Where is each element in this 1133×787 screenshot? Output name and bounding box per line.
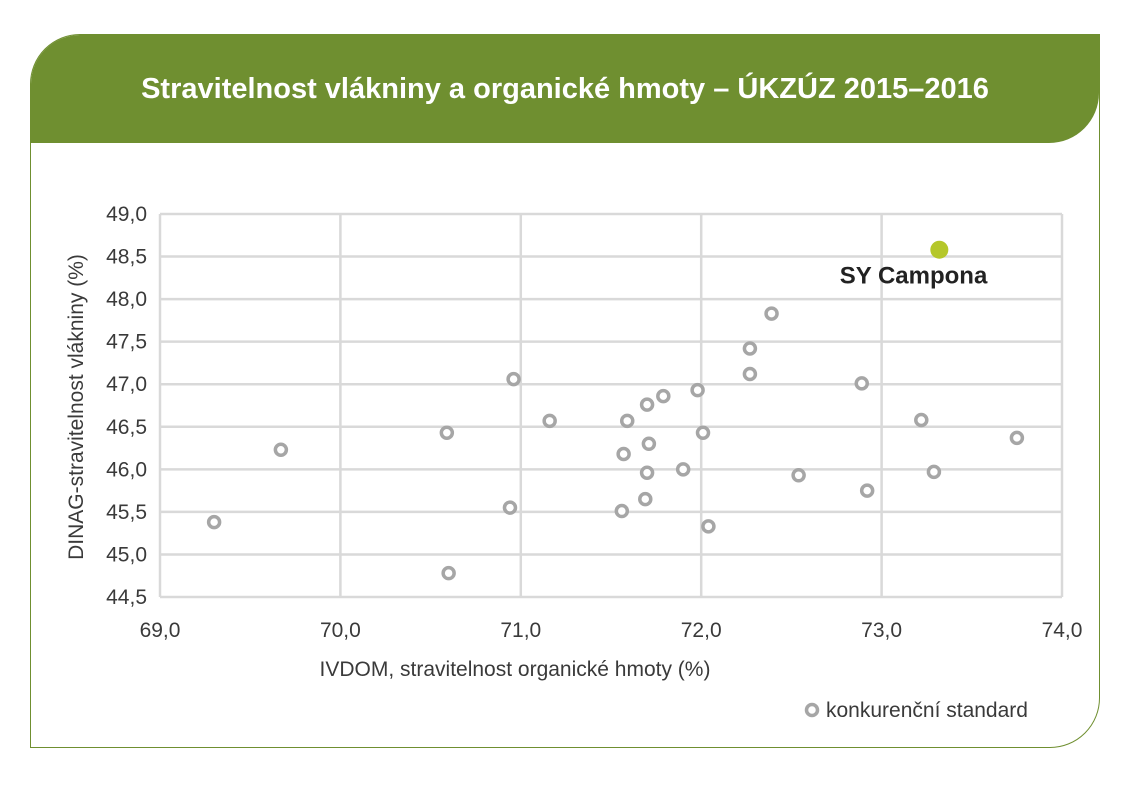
competitor-point (439, 425, 455, 440)
legend-label: konkurenční standard (826, 699, 1028, 722)
legend-marker (804, 702, 820, 718)
competitor-point (859, 483, 875, 498)
y-tick-label: 44,5 (106, 586, 147, 609)
chart-title: Stravitelnost vlákniny a organické hmoty… (141, 72, 989, 105)
competitor-point (695, 425, 711, 440)
y-axis-label: DINAG-stravitelnost vlákniny (%) (65, 254, 88, 560)
competitor-point (1009, 430, 1025, 446)
competitor-point (742, 341, 758, 356)
x-tick-label: 71,0 (500, 619, 541, 642)
competitor-point (441, 565, 456, 581)
y-tick-label: 46,0 (106, 458, 147, 481)
y-tick-label: 47,5 (106, 331, 147, 354)
highlight-point (930, 240, 949, 259)
y-tick-label: 48,0 (106, 288, 147, 311)
competitor-point (656, 388, 671, 404)
competitor-point (206, 514, 222, 530)
chart-card: Stravitelnost vlákniny a organické hmoty… (30, 34, 1100, 748)
competitor-point (616, 446, 631, 462)
data-points: SY Campona (206, 240, 1025, 581)
competitor-point (701, 519, 716, 534)
competitor-point (639, 397, 655, 412)
y-tick-label: 46,5 (106, 416, 147, 439)
legend: konkurenční standard (804, 699, 1028, 722)
x-tick-label: 73,0 (861, 619, 902, 642)
y-tick-label: 45,5 (106, 501, 147, 524)
x-axis-label: IVDOM, stravitelnost organické hmoty (%) (320, 658, 711, 681)
chart-header: Stravitelnost vlákniny a organické hmoty… (31, 35, 1099, 143)
competitor-point (764, 306, 779, 321)
competitor-point (638, 491, 653, 507)
x-tick-label: 72,0 (681, 619, 722, 642)
competitor-point (502, 500, 518, 515)
x-tick-label: 69,0 (140, 619, 181, 642)
competitor-point (690, 382, 705, 398)
competitor-point (619, 413, 635, 429)
x-tick-label: 74,0 (1042, 619, 1083, 642)
x-axis-ticks: 69,0 70,0 71,0 72,0 73,0 74,0 (140, 619, 1083, 642)
y-tick-label: 48,5 (106, 246, 147, 269)
competitor-point (506, 371, 521, 387)
competitor-point (273, 442, 289, 458)
competitor-point (791, 468, 806, 483)
competitor-point (914, 412, 929, 428)
y-tick-label: 47,0 (106, 373, 147, 396)
competitor-point (614, 503, 630, 519)
competitor-point (641, 436, 657, 452)
competitor-point (854, 376, 870, 391)
competitor-point (926, 464, 942, 480)
competitor-point (639, 465, 655, 480)
y-tick-label: 45,0 (106, 543, 147, 566)
highlight-point-label: SY Campona (840, 263, 988, 290)
competitor-point (742, 366, 758, 382)
x-tick-label: 70,0 (320, 619, 361, 642)
competitor-point (675, 462, 691, 477)
y-axis-ticks: 44,5 45,0 45,5 46,0 46,5 47,0 47,5 48,0 48,5 49,0 (106, 203, 147, 609)
y-tick-label: 49,0 (106, 203, 147, 226)
grid (158, 212, 1064, 599)
competitor-point (542, 413, 557, 429)
